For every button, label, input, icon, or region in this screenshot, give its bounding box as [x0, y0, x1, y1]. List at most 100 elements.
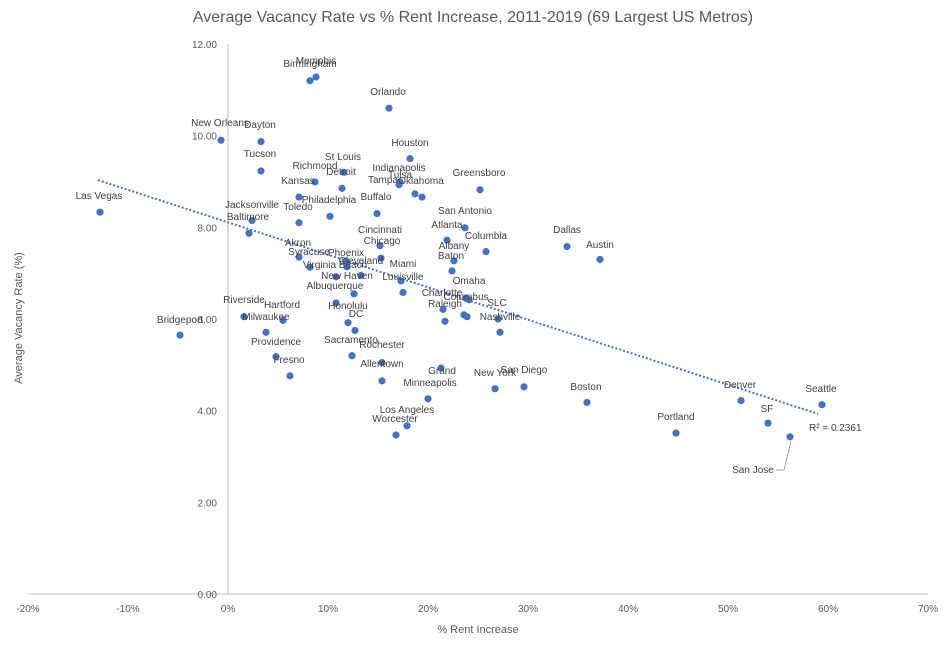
point-label: Fresno: [273, 355, 305, 366]
axes: -20% -10% 0% 10% 20% 30% 40% 50% 60% 70% 0.00 2.00 4…: [16, 40, 938, 615]
data-point: [272, 352, 280, 361]
data-point: [344, 319, 352, 327]
data-points: [96, 73, 826, 441]
y-tick-label: 12.00: [192, 40, 217, 51]
point-label: Atlanta: [431, 220, 463, 231]
point-label: Allentown: [360, 359, 403, 370]
data-point: [461, 224, 469, 232]
data-point: [764, 419, 772, 427]
data-point: [450, 257, 458, 265]
data-point: [672, 429, 680, 437]
point-label: Boston: [570, 382, 601, 393]
data-point: [343, 263, 351, 271]
data-point: [295, 219, 303, 227]
point-label: Toledo: [283, 202, 313, 213]
point-label: SF: [761, 404, 774, 415]
point-label: San Antonio: [438, 206, 492, 217]
data-point: [332, 299, 340, 307]
data-point: [306, 263, 314, 271]
point-label: Birmingham: [283, 59, 336, 70]
point-label: Honolulu: [328, 301, 367, 312]
point-label: Buffalo: [361, 192, 392, 203]
data-point: [439, 305, 447, 313]
y-axis-title: Average Vacancy Rate (%): [13, 252, 25, 384]
x-tick-label: -20%: [16, 604, 39, 615]
point-label: Austin: [586, 240, 614, 251]
point-label: Portland: [657, 412, 694, 423]
data-point: [476, 186, 484, 194]
data-point: [295, 193, 303, 201]
point-label: Dayton: [244, 120, 276, 131]
san-jose-leader-line: [776, 440, 792, 471]
data-point: [818, 401, 826, 409]
data-point: [351, 326, 359, 335]
point-label: New York: [474, 368, 517, 379]
point-label: Cincinnati: [358, 225, 402, 236]
point-label: Columbia: [465, 231, 508, 242]
point-label: Houston: [391, 138, 428, 149]
x-tick-label: 10%: [318, 604, 338, 615]
point-label: Oklahoma: [398, 176, 444, 187]
data-point: [411, 190, 419, 198]
data-point: [311, 178, 319, 186]
point-label: Grand: [428, 366, 456, 377]
point-label: Nashville: [480, 312, 521, 323]
point-label: DC: [349, 309, 363, 320]
point-label: Kansas: [281, 176, 314, 187]
data-point: [342, 257, 350, 265]
point-label: Baltimore: [227, 212, 270, 223]
point-label: Worcester: [372, 414, 418, 425]
data-point: [176, 331, 184, 339]
data-point: [395, 181, 403, 189]
data-point: [257, 138, 265, 146]
data-point: [306, 77, 314, 85]
data-point: [373, 209, 381, 218]
point-label: Charlotte: [422, 288, 463, 299]
x-axis-title: % Rent Increase: [437, 624, 518, 636]
chart-title: Average Vacancy Rate vs % Rent Increase,…: [193, 9, 753, 26]
data-point: [482, 248, 490, 256]
data-point: [496, 328, 504, 336]
data-point: [377, 254, 385, 262]
point-label: Syracuse: [288, 247, 330, 258]
point-label: Tucson: [244, 149, 276, 160]
point-label: Las Vegas: [76, 191, 123, 202]
data-point: [248, 216, 256, 225]
point-label: Rochester: [359, 340, 405, 351]
data-point: [385, 104, 393, 112]
point-label: St Louis: [325, 152, 361, 163]
point-label: Albany: [439, 241, 470, 252]
y-tick-label: 0.00: [198, 590, 218, 601]
point-label: Omaha: [453, 276, 486, 287]
data-point: [326, 212, 334, 220]
data-point: [596, 255, 604, 264]
data-point: [286, 372, 294, 380]
data-point: [406, 154, 414, 163]
y-tick-label: 8.00: [198, 223, 218, 234]
x-tick-label: 70%: [918, 604, 938, 615]
y-tick-label: 4.00: [198, 407, 218, 418]
point-label: Riverside: [223, 295, 265, 306]
r-squared-label: R² = 0.2361: [809, 423, 862, 434]
data-point: [217, 136, 225, 144]
y-tick-label: 10.00: [192, 132, 217, 143]
x-tick-label: 50%: [718, 604, 738, 615]
data-point: [399, 288, 407, 297]
point-label: Greensboro: [453, 168, 506, 179]
data-point: [332, 273, 340, 281]
point-label: Baton: [438, 251, 464, 262]
data-point: [378, 358, 386, 367]
x-tick-label: -10%: [116, 604, 139, 615]
point-label: Hartford: [264, 300, 300, 311]
data-point: [257, 167, 265, 175]
x-tick-label: 0%: [221, 604, 236, 615]
point-label: Denver: [724, 380, 757, 391]
point-label: Orlando: [370, 87, 406, 98]
data-point: [262, 328, 270, 336]
data-point: [376, 242, 384, 250]
point-label: San Diego: [501, 365, 548, 376]
data-point: [245, 229, 253, 237]
data-point: [392, 431, 400, 439]
data-point: [418, 193, 426, 201]
